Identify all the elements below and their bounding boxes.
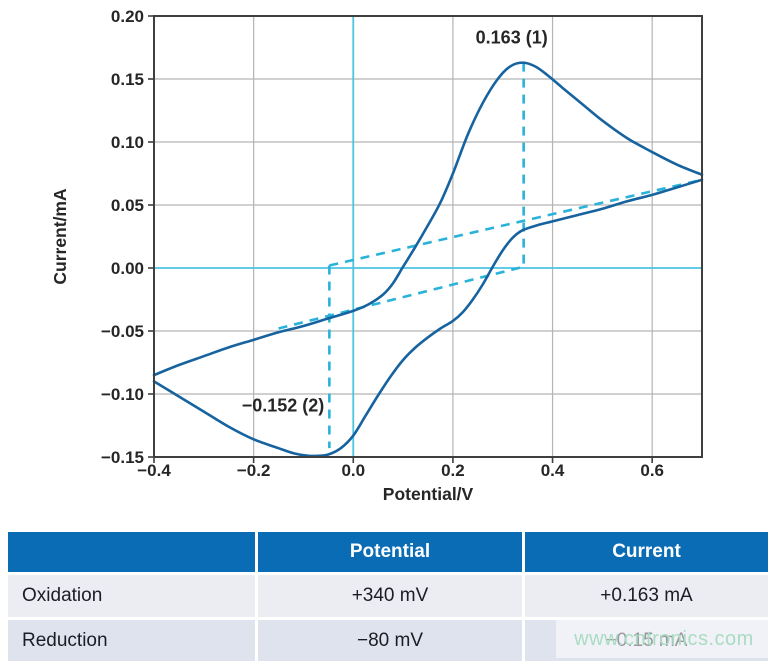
reduction-baseline-dashed	[329, 178, 703, 267]
x-tick-label: 0.2	[441, 461, 465, 480]
table-row-oxidation-potential: +340 mV	[258, 575, 522, 617]
peak-annotation: −0.152 (2)	[242, 396, 325, 416]
y-tick-label: −0.15	[101, 448, 144, 467]
results-table: Potential Current Oxidation +340 mV +0.1…	[8, 532, 768, 661]
table-row-reduction-label: Reduction	[8, 620, 255, 661]
table-header-potential: Potential	[258, 532, 522, 572]
table-row-reduction-potential: −80 mV	[258, 620, 522, 661]
table-header-empty	[8, 532, 255, 572]
y-tick-label: −0.05	[101, 322, 144, 341]
y-tick-label: 0.15	[111, 70, 144, 89]
x-tick-label: −0.4	[137, 461, 171, 480]
y-tick-label: 0.05	[111, 196, 144, 215]
x-tick-label: 0.4	[541, 461, 565, 480]
x-tick-label: −0.2	[237, 461, 271, 480]
y-tick-label: 0.20	[111, 7, 144, 26]
y-tick-label: 0.10	[111, 133, 144, 152]
peak-annotation: 0.163 (1)	[476, 28, 548, 48]
y-tick-label: −0.10	[101, 385, 144, 404]
cv-chart: −0.4 −0.2 0.0 0.2 0.4 0.6 0.20 0.15 0.10 0.05 0.00…	[50, 7, 704, 504]
table-row-oxidation-label: Oxidation	[8, 575, 255, 617]
oxidation-baseline-dashed	[278, 265, 524, 330]
table-row-oxidation-current: +0.163 mA	[525, 575, 768, 617]
table-header-current: Current	[525, 532, 768, 572]
y-tick-label: 0.00	[111, 259, 144, 278]
x-axis-title: Potential/V	[383, 484, 474, 504]
watermark: www.cntronics.com	[556, 620, 772, 658]
y-axis-title: Current/mA	[50, 188, 70, 285]
x-tick-label: 0.0	[341, 461, 365, 480]
x-tick-label: 0.6	[640, 461, 664, 480]
plot-border	[153, 15, 703, 458]
cv-reverse-scan-curve	[152, 178, 704, 458]
cv-forward-scan-curve	[152, 61, 704, 377]
